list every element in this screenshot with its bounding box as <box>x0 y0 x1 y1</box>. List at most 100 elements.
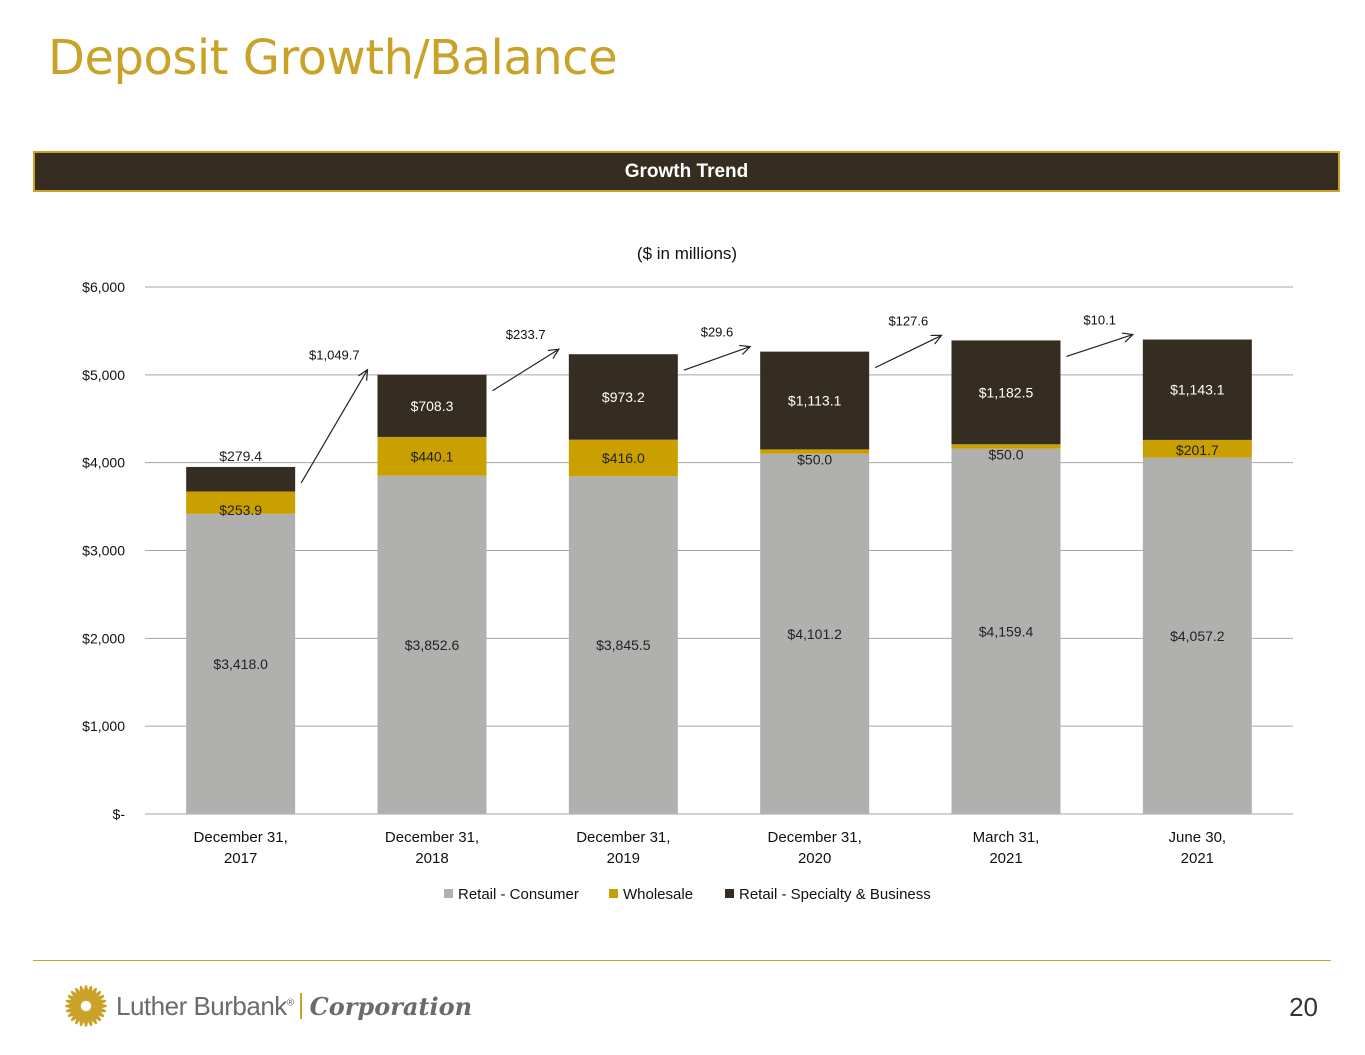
bar-retail-specialty <box>568 354 678 440</box>
logo-name: Luther Burbank® <box>116 991 294 1022</box>
label-retail-specialty: $279.4 <box>219 448 262 464</box>
logo-petal <box>75 987 84 1002</box>
label-retail-specialty: $1,182.5 <box>979 384 1034 400</box>
logo-petal <box>70 990 83 1003</box>
growth-annotation: $1,049.7 <box>309 348 360 363</box>
section-header: Growth Trend <box>33 151 1340 192</box>
bar-wholesale <box>951 444 1061 449</box>
label-retail-specialty: $973.2 <box>602 389 645 405</box>
logo-petal <box>86 1010 93 1027</box>
logo-petal <box>90 995 105 1004</box>
logo-petal <box>88 987 97 1002</box>
growth-annotation: $233.7 <box>506 327 546 342</box>
logo-petal <box>75 1010 84 1025</box>
logo-petal <box>79 985 86 1002</box>
legend-retail-consumer-label: Retail - Consumer <box>458 886 579 903</box>
logo-petal <box>86 985 93 1002</box>
x-tick-label: 2020 <box>798 850 831 867</box>
bar-wholesale <box>760 449 870 454</box>
bar-wholesale <box>186 491 296 514</box>
bar-retail-specialty <box>760 351 870 450</box>
chart-subtitle: ($ in millions) <box>637 244 737 263</box>
bar-retail-consumer <box>186 513 296 814</box>
bar-retail-specialty <box>377 374 487 437</box>
label-retail-consumer: $3,845.5 <box>596 637 651 653</box>
label-retail-consumer: $3,418.0 <box>213 656 268 672</box>
logo-petal <box>90 999 107 1006</box>
legend-wholesale-label: Wholesale <box>623 886 693 903</box>
label-retail-specialty: $708.3 <box>411 398 454 414</box>
legend-retail-consumer-swatch <box>444 889 453 898</box>
label-wholesale: $201.7 <box>1176 442 1219 458</box>
growth-annotation: $29.6 <box>701 325 734 340</box>
growth-arrowhead <box>1121 332 1135 343</box>
y-tick-label: $3,000 <box>82 543 125 559</box>
logo-petal <box>70 1009 83 1022</box>
company-logo: Luther Burbank® Corporation <box>64 982 472 1030</box>
logo-corporation: Corporation <box>309 991 473 1021</box>
label-wholesale: $416.0 <box>602 450 645 466</box>
legend-wholesale-swatch <box>609 889 618 898</box>
growth-arrow <box>683 346 751 371</box>
label-wholesale: $440.1 <box>411 448 454 464</box>
x-tick-label: December 31, <box>576 829 670 846</box>
label-wholesale: $50.0 <box>797 451 832 467</box>
logo-petal <box>88 1010 97 1025</box>
growth-arrow <box>300 369 369 484</box>
bar-retail-consumer <box>568 476 678 814</box>
x-tick-label: December 31, <box>768 829 862 846</box>
logo-petal <box>89 1009 102 1022</box>
logo-petal <box>67 1008 82 1017</box>
legend-retail-specialty-label: Retail - Specialty & Business <box>739 886 931 903</box>
bar-wholesale <box>1142 439 1252 458</box>
legend-retail-specialty-swatch <box>725 889 734 898</box>
label-retail-specialty: $1,143.1 <box>1170 382 1225 398</box>
y-tick-label: $5,000 <box>82 367 125 383</box>
x-tick-label: 2018 <box>415 850 448 867</box>
logo-name-text: Luther Burbank <box>116 990 287 1021</box>
logo-registered-mark: ® <box>286 996 294 1008</box>
x-tick-label: 2017 <box>224 850 257 867</box>
label-wholesale: $50.0 <box>988 446 1023 462</box>
label-retail-consumer: $4,159.4 <box>979 623 1034 639</box>
logo-petal <box>65 1006 82 1013</box>
bar-retail-consumer <box>1142 457 1252 814</box>
label-retail-consumer: $4,057.2 <box>1170 628 1225 644</box>
growth-arrowhead <box>930 334 943 345</box>
bar-retail-consumer <box>760 453 870 814</box>
y-tick-label: $2,000 <box>82 630 125 646</box>
deposit-chart: ($ in millions) $- $1,000 $2,000 $3,000 $4,00… <box>82 244 1293 903</box>
bar-wholesale <box>377 436 487 476</box>
page-number: 20 <box>1289 992 1318 1022</box>
footer-divider <box>33 960 1331 961</box>
label-wholesale: $253.9 <box>219 502 262 518</box>
section-header-label: Growth Trend <box>624 160 749 182</box>
x-tick-label: June 30, <box>1169 829 1227 846</box>
logo-petal <box>90 1006 107 1013</box>
logo-petal <box>65 999 82 1006</box>
growth-arrow <box>874 334 942 369</box>
logo-petal <box>90 1008 105 1017</box>
x-tick-label: 2021 <box>1181 850 1214 867</box>
logo-separator <box>299 993 302 1019</box>
growth-arrowhead <box>739 344 752 355</box>
x-tick-label: December 31, <box>385 829 479 846</box>
growth-annotation: $10.1 <box>1083 313 1116 328</box>
bar-wholesale <box>568 439 678 477</box>
y-tick-label: $4,000 <box>82 455 125 471</box>
x-tick-label: December 31, <box>194 829 288 846</box>
label-retail-specialty: $1,113.1 <box>788 393 842 409</box>
bar-retail-specialty <box>951 340 1061 445</box>
logo-petal <box>89 990 102 1003</box>
growth-annotation: $127.6 <box>888 313 928 328</box>
growth-arrowhead <box>358 368 369 381</box>
x-tick-label: March 31, <box>973 829 1040 846</box>
label-retail-consumer: $4,101.2 <box>787 626 842 642</box>
label-retail-consumer: $3,852.6 <box>405 637 460 653</box>
y-tick-label: $- <box>113 806 126 822</box>
bar-retail-specialty <box>186 466 296 492</box>
y-tick-label: $1,000 <box>82 718 125 734</box>
x-tick-label: 2019 <box>607 850 640 867</box>
x-tick-label: 2021 <box>989 850 1022 867</box>
growth-arrowhead <box>547 348 561 359</box>
